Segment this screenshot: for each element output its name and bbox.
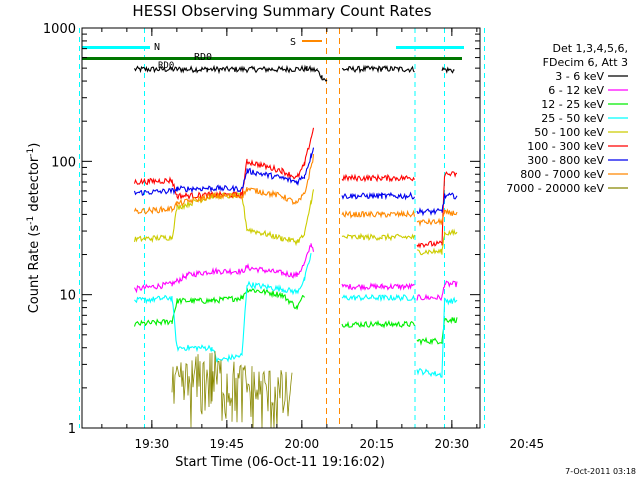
legend-label-8: 7000 - 20000 keV	[506, 182, 604, 195]
series-5-segment-2	[416, 171, 458, 249]
y-axis-label-exp2: -1	[26, 148, 36, 157]
x-tick-label-1: 19:45	[210, 437, 245, 451]
flag-bar-rd0	[82, 57, 462, 60]
series-7-segment-2	[416, 208, 458, 227]
flag-bar-saa	[302, 40, 322, 42]
series-2-segment-1	[341, 319, 416, 329]
legend-label-0: 3 - 6 keV	[555, 70, 604, 83]
series-3-segment-0	[134, 253, 312, 363]
legend: Det 1,3,4,5,6, FDecim 6, Att 3 3 - 6 keV…	[506, 42, 628, 195]
series-4-segment-1	[341, 232, 416, 242]
flag-label-rd0-small: RD0	[158, 61, 174, 71]
y-axis-label-end: )	[27, 143, 42, 148]
plot-area: N RD0 RD0 S	[79, 28, 485, 429]
y-tick-label-2: 100	[51, 155, 76, 170]
y-axis-label: Count Rate (s-1 detector-1)	[26, 143, 42, 314]
series-1-segment-1	[341, 282, 415, 292]
series-6-segment-0	[133, 147, 315, 196]
x-tick-label-5: 20:45	[510, 437, 545, 451]
series-8-segment-0	[171, 351, 293, 429]
x-tick-label-3: 20:15	[360, 437, 395, 451]
flag-label-rd0: RD0	[194, 52, 212, 63]
flag-bar-night-left	[82, 46, 150, 49]
y-axis-label-main: Count Rate (s	[27, 225, 42, 314]
chart-title: HESSI Observing Summary Count Rates	[132, 2, 431, 20]
legend-header-line-2: FDecim 6, Att 3	[543, 56, 628, 69]
series-7-segment-1	[341, 209, 416, 219]
legend-label-4: 50 - 100 keV	[534, 126, 604, 139]
series-1-segment-0	[134, 243, 315, 294]
x-tick-label-0: 19:30	[135, 437, 170, 451]
series-0-segment-1	[341, 64, 415, 74]
legend-header-line-1: Det 1,3,4,5,6,	[552, 42, 628, 55]
y-axis-label-mid: detector	[27, 156, 42, 216]
x-tick-label-4: 20:30	[435, 437, 470, 451]
render-timestamp: 7-Oct-2011 03:18	[565, 467, 636, 476]
y-axis-label-exp1: -1	[26, 216, 36, 225]
series-2-segment-0	[133, 287, 305, 327]
series-5-segment-0	[133, 127, 315, 201]
series-0-segment-2	[441, 66, 455, 74]
series-3-segment-2	[416, 296, 458, 378]
flag-label-night: N	[154, 42, 160, 53]
y-tick-label-3: 1000	[43, 22, 76, 37]
y-tick-label-0: 1	[68, 422, 76, 437]
series-5-segment-1	[341, 173, 415, 183]
series-2-segment-2	[416, 317, 458, 346]
x-tick-label-2: 20:00	[285, 437, 320, 451]
y-tick-label-1: 10	[59, 289, 76, 304]
legend-label-5: 100 - 300 keV	[527, 140, 604, 153]
series-3-segment-1	[341, 293, 416, 303]
legend-label-2: 12 - 25 keV	[541, 98, 604, 111]
series-7-segment-0	[133, 154, 315, 215]
x-axis-label: Start Time (06-Oct-11 19:16:02)	[175, 455, 385, 470]
series-6-segment-2	[416, 192, 458, 217]
legend-label-7: 800 - 7000 keV	[520, 168, 604, 181]
series-1-segment-2	[416, 280, 458, 302]
axes: 19:30 19:45 20:00 20:15 20:30 20:45 1 10 100 1000	[43, 22, 544, 451]
series-6-segment-1	[341, 191, 415, 201]
series-4-segment-2	[417, 228, 458, 256]
flag-bar-night-right	[396, 46, 464, 49]
legend-label-3: 25 - 50 keV	[541, 112, 604, 125]
flag-label-saa: S	[290, 37, 296, 48]
legend-label-6: 300 - 800 keV	[527, 154, 604, 167]
plot-frame	[81, 27, 481, 429]
legend-label-1: 6 - 12 keV	[548, 84, 604, 97]
series-0-segment-0	[134, 64, 328, 82]
